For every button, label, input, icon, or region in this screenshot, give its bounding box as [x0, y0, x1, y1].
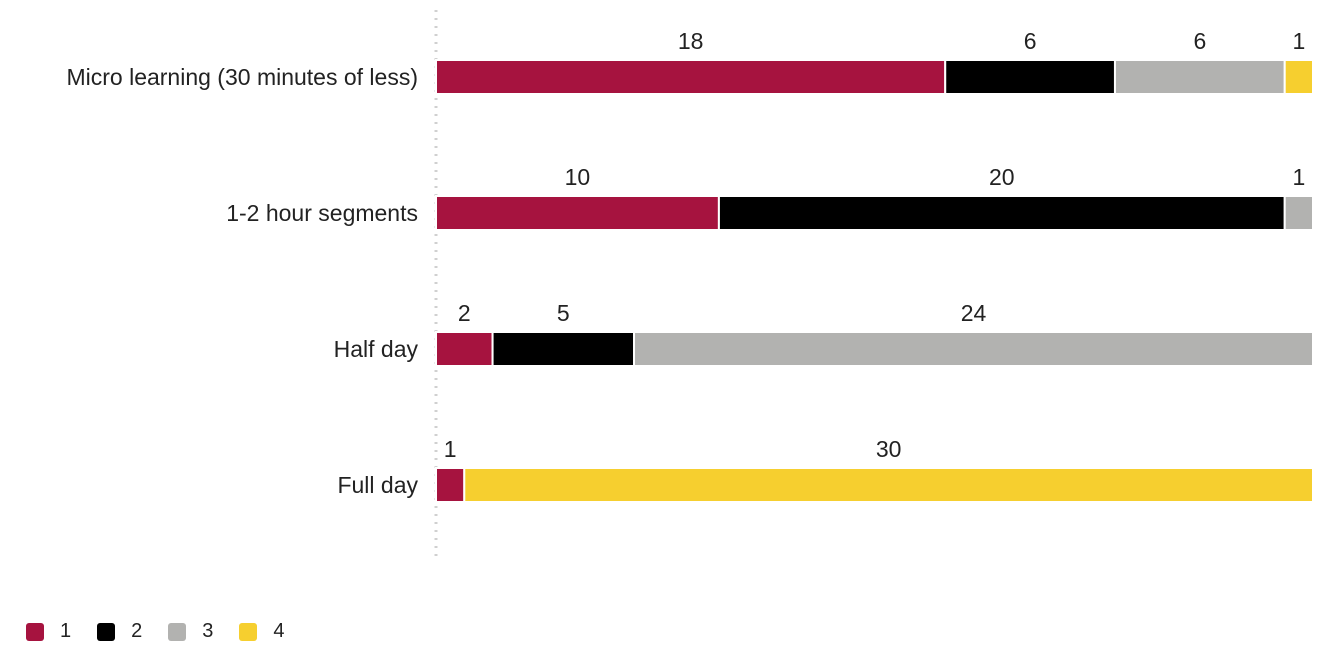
data-label: 1 — [1292, 164, 1305, 190]
legend-swatch-series-1 — [26, 622, 44, 641]
legend-swatch-series-4 — [239, 622, 258, 641]
data-label: 30 — [876, 436, 902, 462]
legend-item-series-3: 3 — [168, 620, 213, 643]
stacked-bar-chart: Micro learning (30 minutes of less) 18 6 6 1… — [66, 10, 1315, 556]
chart-legend: 1 2 3 4 — [26, 620, 311, 643]
legend-swatch-series-2 — [97, 622, 116, 641]
legend-item-series-4: 4 — [239, 620, 285, 643]
data-label: 10 — [565, 164, 591, 190]
data-label: 6 — [1193, 28, 1206, 54]
legend-label-series-3: 3 — [202, 620, 214, 642]
data-label: 2 — [458, 300, 471, 326]
data-label: 24 — [961, 300, 987, 326]
bar-segment-series-4 — [463, 467, 1314, 503]
legend-label-series-2: 2 — [131, 620, 143, 642]
bar-segment-series-3 — [1283, 195, 1315, 231]
category-label: Half day — [334, 336, 419, 362]
data-label: 1 — [1292, 28, 1305, 54]
bar-segment-series-3 — [633, 331, 1314, 367]
bar-segment-series-1 — [435, 59, 947, 95]
bar-segment-series-1 — [435, 331, 494, 367]
data-label: 20 — [989, 164, 1015, 190]
legend-label-series-1: 1 — [60, 620, 72, 642]
bar-segment-series-1 — [435, 467, 466, 503]
bar-segment-series-2 — [944, 59, 1116, 95]
category-label: Micro learning (30 minutes of less) — [66, 64, 418, 90]
category-label: 1-2 hour segments — [226, 200, 418, 226]
data-label: 18 — [678, 28, 704, 54]
bar-segment-series-3 — [1113, 59, 1286, 95]
bar-segment-series-2 — [717, 195, 1286, 231]
data-label: 5 — [557, 300, 570, 326]
data-label: 1 — [444, 436, 457, 462]
legend-item-series-1: 1 — [26, 620, 71, 643]
legend-swatch-series-3 — [168, 622, 187, 641]
category-label: Full day — [337, 472, 418, 498]
data-label: 6 — [1024, 28, 1037, 54]
legend-item-series-2: 2 — [97, 620, 142, 643]
bar-segment-series-1 — [435, 195, 720, 231]
legend-label-series-4: 4 — [273, 620, 285, 642]
bar-segment-series-4 — [1283, 59, 1315, 95]
bar-segment-series-2 — [491, 331, 636, 367]
